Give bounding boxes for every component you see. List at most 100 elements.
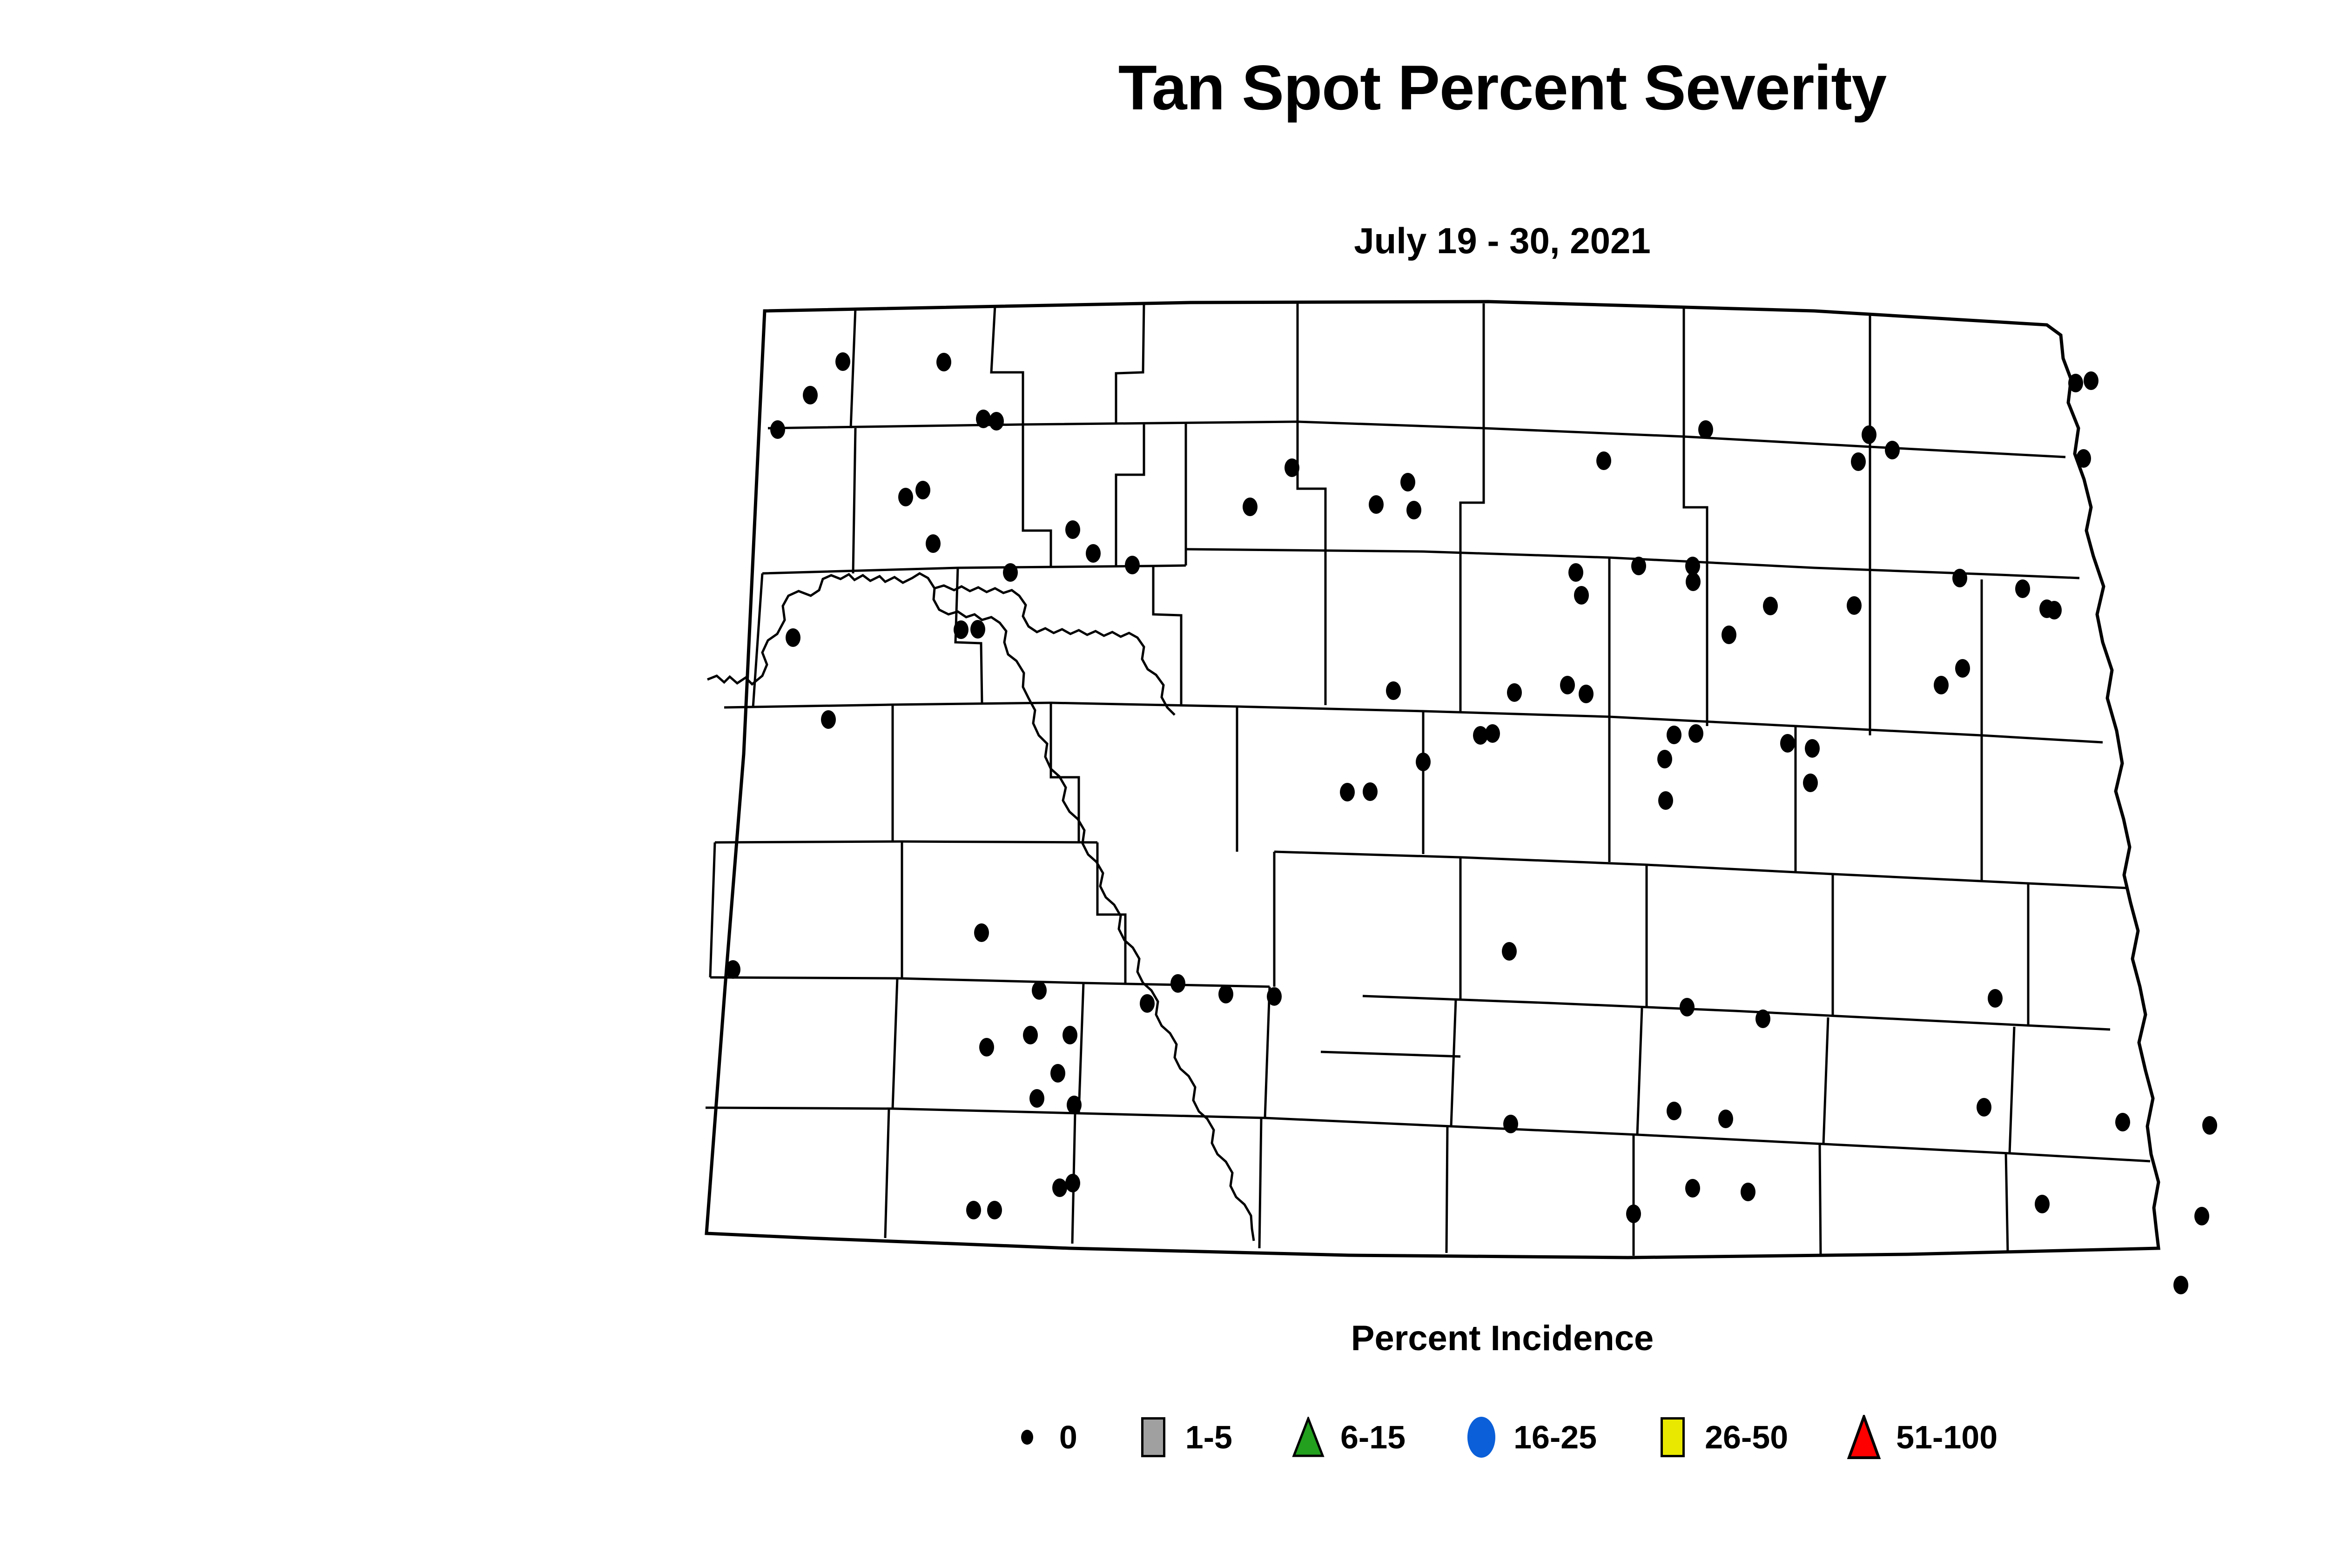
cty-v47 (1258, 1117, 1263, 1249)
data-point (2015, 579, 2030, 598)
cty-v41 (1450, 999, 1457, 1127)
data-point (1698, 420, 1713, 439)
data-point (1032, 981, 1047, 1000)
data-point (976, 410, 991, 428)
data-point (1685, 557, 1700, 575)
cty-v39 (1077, 983, 1085, 1114)
data-point (1285, 458, 1299, 477)
legend-item-4[interactable]: 26-50 (1653, 1415, 1788, 1460)
data-point (979, 1038, 994, 1057)
data-point-group (726, 352, 2217, 1294)
data-point (1658, 791, 1673, 810)
data-point (1574, 586, 1589, 605)
legend-label-1: 1-5 (1185, 1419, 1232, 1455)
data-point (726, 960, 740, 979)
data-point (1507, 683, 1522, 702)
data-point (966, 1201, 981, 1219)
cty-v48 (1445, 1126, 1449, 1253)
data-point (2076, 449, 2091, 468)
data-point (1680, 998, 1695, 1016)
data-point (954, 620, 968, 639)
data-point (1803, 774, 1818, 792)
county-boundaries (705, 300, 2160, 1259)
data-point (1952, 569, 1967, 587)
legend-item-5[interactable]: 51-100 (1844, 1415, 1997, 1460)
cty-v20 (954, 567, 983, 703)
data-point (1502, 942, 1517, 961)
data-point (1955, 659, 1970, 678)
map-container (0, 289, 2327, 1303)
tier-line-2 (762, 564, 1186, 575)
data-point (1560, 676, 1575, 694)
legend-label-2: 6-15 (1340, 1419, 1406, 1455)
data-point (1657, 750, 1672, 768)
red-triangle-icon (1844, 1415, 1884, 1460)
data-point (1686, 572, 1701, 591)
data-point (989, 412, 1004, 431)
data-point (1805, 739, 1820, 758)
cty-v3 (1115, 302, 1145, 424)
data-point (1885, 441, 1900, 459)
page-subtitle: July 19 - 30, 2021 (1354, 220, 1651, 261)
data-point (786, 628, 800, 647)
legend-item-2[interactable]: 6-15 (1288, 1415, 1406, 1460)
data-point (1667, 1102, 1681, 1120)
data-point (1579, 685, 1594, 703)
legend-item-1[interactable]: 1-5 (1133, 1415, 1232, 1460)
data-point (1503, 1115, 1518, 1133)
data-point (1218, 985, 1233, 1003)
cty-ward-jog (1022, 424, 1052, 568)
data-point (1847, 596, 1862, 615)
data-point (1568, 563, 1583, 582)
cty-v43 (1822, 1017, 1829, 1144)
legend: 0 1-5 6-15 16-25 26-50 51-100 (0, 1415, 2327, 1460)
data-point (1688, 724, 1703, 743)
data-point (1050, 1064, 1065, 1083)
data-point (1718, 1110, 1733, 1128)
data-point (987, 1201, 1002, 1219)
data-point (1934, 676, 1949, 694)
yellow-square-icon (1653, 1415, 1693, 1460)
green-triangle-icon (1288, 1415, 1328, 1460)
data-point (1667, 726, 1681, 744)
blue-circle-icon (1461, 1415, 1501, 1460)
data-point (1340, 783, 1355, 801)
cty-v32 (1096, 842, 1127, 983)
legend-item-0[interactable]: 0 (1007, 1415, 1077, 1460)
data-point (2035, 1195, 2050, 1213)
lake-sakakawea-arm (934, 584, 1176, 716)
data-point (936, 353, 951, 371)
data-point (770, 420, 785, 439)
data-point (1023, 1026, 1038, 1044)
data-point (1977, 1098, 1991, 1117)
data-point (1780, 734, 1795, 753)
data-point (2173, 1276, 2188, 1294)
data-point (1741, 1183, 1755, 1201)
data-point (1473, 726, 1488, 745)
data-point (2068, 374, 2083, 392)
data-point (1029, 1089, 1044, 1108)
cty-v38 (891, 978, 899, 1109)
data-point (821, 710, 836, 729)
cty-v11 (1459, 428, 1485, 558)
data-point (1140, 994, 1155, 1013)
data-point (1386, 681, 1401, 700)
data-point (1369, 495, 1384, 514)
legend-label-0: 0 (1059, 1419, 1077, 1455)
data-point (1755, 1009, 1770, 1028)
cty-v2 (990, 305, 1024, 424)
legend-title: Percent Incidence (1351, 1319, 1654, 1358)
data-point (803, 386, 818, 404)
data-point (1406, 501, 1421, 519)
data-point (1416, 753, 1431, 771)
cty-v42 (1636, 1008, 1643, 1135)
data-point (1063, 1026, 1077, 1044)
data-point (1243, 498, 1258, 516)
data-point (970, 620, 985, 639)
data-point (1003, 563, 1018, 582)
legend-item-3[interactable]: 16-25 (1461, 1415, 1597, 1460)
black-dot-icon (1007, 1415, 1047, 1460)
cty-v10 (1296, 422, 1327, 552)
tier-line-7 (714, 840, 1098, 844)
data-point (2202, 1116, 2217, 1135)
